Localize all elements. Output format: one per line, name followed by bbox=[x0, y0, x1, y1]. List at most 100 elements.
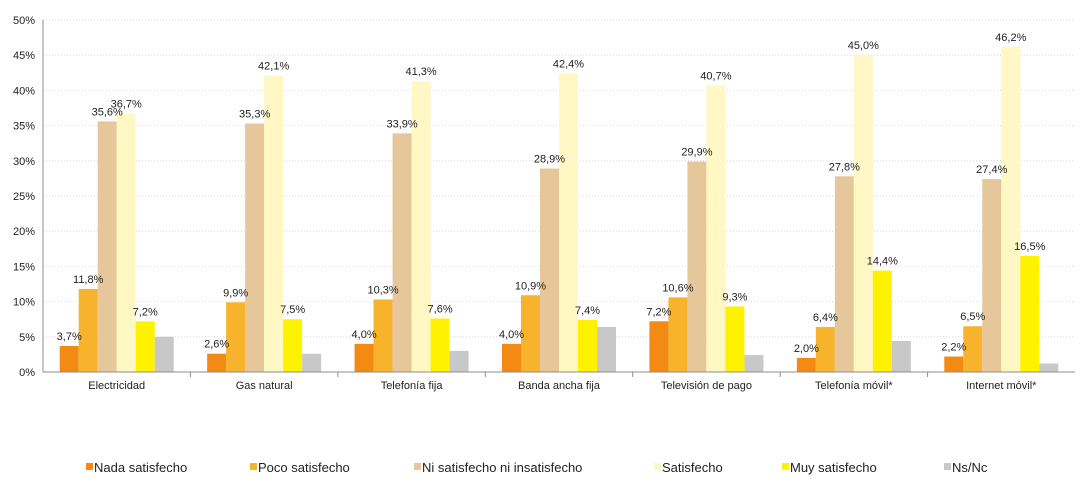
bar bbox=[449, 350, 469, 372]
data-label: 33,9% bbox=[386, 118, 417, 130]
bar bbox=[668, 297, 688, 372]
bar bbox=[283, 319, 303, 372]
data-label: 36,7% bbox=[111, 99, 142, 111]
data-label: 14,4% bbox=[867, 256, 898, 268]
data-label: 7,5% bbox=[280, 304, 305, 316]
data-label: 10,9% bbox=[515, 280, 546, 292]
bar bbox=[872, 270, 892, 372]
y-tick-label: 20% bbox=[13, 226, 35, 238]
y-tick-label: 5% bbox=[19, 332, 35, 344]
bar bbox=[706, 85, 726, 373]
legend-swatch bbox=[414, 463, 421, 470]
bar bbox=[207, 353, 227, 372]
y-tick-label: 15% bbox=[13, 261, 35, 273]
data-label: 9,3% bbox=[722, 292, 747, 304]
data-label: 11,8% bbox=[73, 274, 104, 286]
bar bbox=[944, 356, 964, 372]
data-label: 7,2% bbox=[646, 306, 671, 318]
data-label: 10,3% bbox=[367, 284, 398, 296]
legend-label: Ns/Nc bbox=[952, 460, 988, 475]
y-tick-label: 40% bbox=[13, 85, 35, 97]
data-label: 7,4% bbox=[575, 305, 600, 317]
bar bbox=[1020, 255, 1040, 372]
legend-label: Muy satisfecho bbox=[790, 460, 877, 475]
data-label: 2,0% bbox=[794, 343, 819, 355]
category-label: Telefonía móvil* bbox=[815, 380, 893, 392]
bar bbox=[264, 75, 284, 372]
legend-label: Ni satisfecho ni insatisfecho bbox=[422, 460, 582, 475]
legend-swatch bbox=[86, 463, 93, 470]
legend-swatch bbox=[250, 463, 257, 470]
data-label: 2,6% bbox=[204, 339, 229, 351]
data-label: 7,6% bbox=[428, 303, 453, 315]
data-label: 45,0% bbox=[848, 40, 879, 52]
data-label: 35,3% bbox=[239, 108, 270, 120]
bar bbox=[815, 326, 835, 372]
bar bbox=[1039, 363, 1059, 372]
bar bbox=[354, 343, 374, 372]
bar bbox=[982, 179, 1002, 372]
bar bbox=[540, 168, 559, 372]
category-label: Telefonía fija bbox=[381, 380, 444, 392]
bar bbox=[430, 318, 450, 372]
category-label: Internet móvil* bbox=[966, 380, 1037, 392]
bar bbox=[891, 341, 911, 372]
category-label: Banda ancha fija bbox=[518, 380, 601, 392]
y-tick-label: 50% bbox=[13, 15, 35, 27]
bar bbox=[411, 81, 431, 373]
bar bbox=[373, 299, 393, 372]
data-label: 42,4% bbox=[553, 59, 584, 71]
bar bbox=[963, 326, 983, 372]
bar bbox=[1001, 46, 1021, 372]
bar bbox=[392, 133, 412, 372]
data-label: 29,9% bbox=[681, 147, 712, 159]
y-tick-label: 35% bbox=[13, 121, 35, 133]
legend-label: Poco satisfecho bbox=[258, 460, 350, 475]
data-label: 6,4% bbox=[813, 312, 838, 324]
data-label: 9,9% bbox=[223, 287, 248, 299]
bar bbox=[78, 288, 98, 372]
data-label: 3,7% bbox=[57, 331, 82, 343]
legend-swatch bbox=[944, 463, 951, 470]
bar bbox=[226, 302, 246, 372]
legend-label: Nada satisfecho bbox=[94, 460, 187, 475]
bar bbox=[302, 353, 322, 372]
bar bbox=[649, 321, 669, 372]
y-tick-label: 30% bbox=[13, 156, 35, 168]
data-label: 16,5% bbox=[1014, 241, 1045, 253]
bar bbox=[578, 319, 597, 372]
bar bbox=[502, 343, 521, 372]
data-label: 2,2% bbox=[941, 342, 966, 354]
data-label: 27,4% bbox=[976, 164, 1007, 176]
legend-label: Satisfecho bbox=[662, 460, 723, 475]
bar bbox=[725, 306, 745, 372]
data-label: 27,8% bbox=[829, 161, 860, 173]
bar bbox=[245, 123, 265, 372]
data-label: 40,7% bbox=[700, 70, 731, 82]
bar bbox=[744, 355, 764, 372]
y-tick-label: 25% bbox=[13, 191, 35, 203]
bar bbox=[687, 161, 707, 372]
data-label: 6,5% bbox=[960, 311, 985, 323]
data-label: 35,6% bbox=[92, 106, 123, 118]
y-tick-label: 10% bbox=[13, 297, 35, 309]
data-label: 42,1% bbox=[258, 61, 289, 73]
data-label: 41,3% bbox=[405, 66, 436, 78]
bar bbox=[853, 55, 873, 372]
bar bbox=[97, 121, 117, 372]
data-label: 28,9% bbox=[534, 154, 565, 166]
bar bbox=[521, 295, 540, 372]
category-label: Gas natural bbox=[236, 380, 293, 392]
bar bbox=[796, 357, 816, 372]
y-tick-label: 0% bbox=[19, 367, 35, 379]
bar bbox=[116, 113, 136, 373]
data-label: 46,2% bbox=[995, 32, 1026, 44]
data-label: 4,0% bbox=[352, 329, 377, 341]
data-label: 7,2% bbox=[133, 306, 158, 318]
category-label: Electricidad bbox=[88, 380, 145, 392]
legend-swatch bbox=[654, 463, 661, 470]
bar bbox=[154, 336, 174, 372]
bar bbox=[834, 176, 854, 372]
